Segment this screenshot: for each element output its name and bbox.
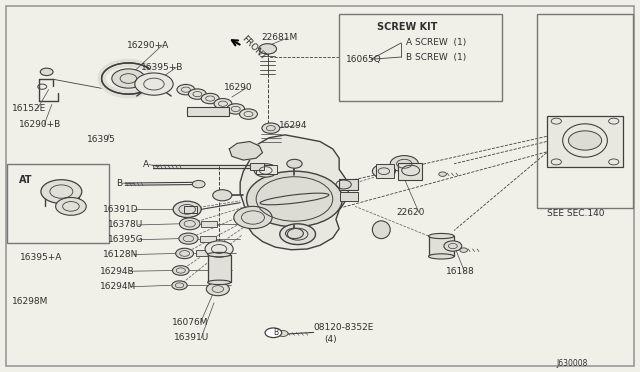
Circle shape xyxy=(259,44,276,54)
Text: 22620: 22620 xyxy=(397,208,425,217)
Text: AT: AT xyxy=(19,176,32,185)
Bar xyxy=(196,250,212,256)
Text: 16076M: 16076M xyxy=(172,318,209,327)
Circle shape xyxy=(56,198,86,215)
Circle shape xyxy=(372,164,396,178)
Circle shape xyxy=(172,281,187,290)
Circle shape xyxy=(262,123,280,134)
Circle shape xyxy=(173,266,189,275)
Circle shape xyxy=(285,228,303,238)
Bar xyxy=(429,236,454,256)
Circle shape xyxy=(179,233,198,244)
Circle shape xyxy=(41,180,82,203)
Circle shape xyxy=(179,218,200,230)
Text: 16298M: 16298M xyxy=(12,297,49,306)
Text: B: B xyxy=(116,179,122,187)
Text: 16128N: 16128N xyxy=(103,250,138,259)
Text: (4): (4) xyxy=(324,335,337,344)
Circle shape xyxy=(212,190,232,201)
Text: 16065Q: 16065Q xyxy=(346,55,381,64)
Circle shape xyxy=(112,69,145,88)
Text: SCREW KIT: SCREW KIT xyxy=(378,22,438,32)
Circle shape xyxy=(265,328,282,337)
Bar xyxy=(184,206,196,213)
Circle shape xyxy=(40,68,53,76)
Circle shape xyxy=(135,73,173,95)
Circle shape xyxy=(227,104,244,114)
Text: A SCREW  (1): A SCREW (1) xyxy=(406,38,467,48)
Bar xyxy=(250,163,264,170)
Bar xyxy=(340,192,358,201)
Circle shape xyxy=(214,99,232,109)
Circle shape xyxy=(234,206,272,229)
Text: 16395+B: 16395+B xyxy=(141,63,184,72)
Text: 16378U: 16378U xyxy=(108,221,143,230)
Circle shape xyxy=(205,241,233,257)
Text: 16188: 16188 xyxy=(447,267,475,276)
Circle shape xyxy=(246,171,342,227)
Circle shape xyxy=(254,164,277,177)
Text: SEE SEC.140: SEE SEC.140 xyxy=(547,209,604,218)
Circle shape xyxy=(568,131,602,150)
Text: 16395G: 16395G xyxy=(108,235,144,244)
Bar xyxy=(376,164,394,178)
Text: 08120-8352E: 08120-8352E xyxy=(314,323,374,332)
Text: 16391U: 16391U xyxy=(174,333,210,343)
Bar xyxy=(207,254,230,282)
Circle shape xyxy=(188,89,206,99)
Polygon shape xyxy=(240,135,349,250)
Bar xyxy=(7,164,109,243)
Ellipse shape xyxy=(207,280,230,285)
Circle shape xyxy=(206,282,229,296)
Text: 16294B: 16294B xyxy=(100,267,134,276)
Circle shape xyxy=(175,248,193,259)
Text: 16294: 16294 xyxy=(278,121,307,130)
Text: FRONT: FRONT xyxy=(240,34,268,62)
Text: 16290+A: 16290+A xyxy=(127,41,170,50)
Circle shape xyxy=(173,201,201,218)
Bar xyxy=(187,108,228,116)
Text: 16395: 16395 xyxy=(87,135,116,144)
Bar xyxy=(201,221,217,227)
Circle shape xyxy=(280,224,316,244)
Text: A: A xyxy=(143,160,148,169)
Bar xyxy=(537,14,633,208)
Circle shape xyxy=(177,84,195,95)
Text: B: B xyxy=(273,328,278,337)
Text: 16152E: 16152E xyxy=(12,104,47,113)
Bar xyxy=(256,165,276,174)
Text: J630008: J630008 xyxy=(556,359,588,368)
Ellipse shape xyxy=(207,252,230,257)
Text: 16391D: 16391D xyxy=(103,205,138,214)
Circle shape xyxy=(201,93,219,104)
Circle shape xyxy=(390,155,419,172)
Circle shape xyxy=(460,248,467,252)
Bar xyxy=(200,235,216,241)
Circle shape xyxy=(192,180,205,188)
Bar xyxy=(398,163,422,180)
Text: 16290+B: 16290+B xyxy=(19,121,61,129)
Ellipse shape xyxy=(372,221,390,238)
Text: B SCREW  (1): B SCREW (1) xyxy=(406,52,467,61)
Circle shape xyxy=(444,241,462,251)
Text: 22681M: 22681M xyxy=(261,33,298,42)
Circle shape xyxy=(278,331,288,336)
Bar xyxy=(547,116,623,167)
Bar xyxy=(339,179,358,190)
Bar xyxy=(339,14,502,101)
Circle shape xyxy=(287,159,302,168)
Circle shape xyxy=(239,109,257,119)
Ellipse shape xyxy=(429,234,454,238)
Text: 16294M: 16294M xyxy=(100,282,136,291)
Ellipse shape xyxy=(429,254,454,259)
Circle shape xyxy=(439,172,447,176)
Text: 16395+A: 16395+A xyxy=(20,253,62,262)
Polygon shape xyxy=(229,141,262,160)
Text: 16290: 16290 xyxy=(224,83,253,92)
